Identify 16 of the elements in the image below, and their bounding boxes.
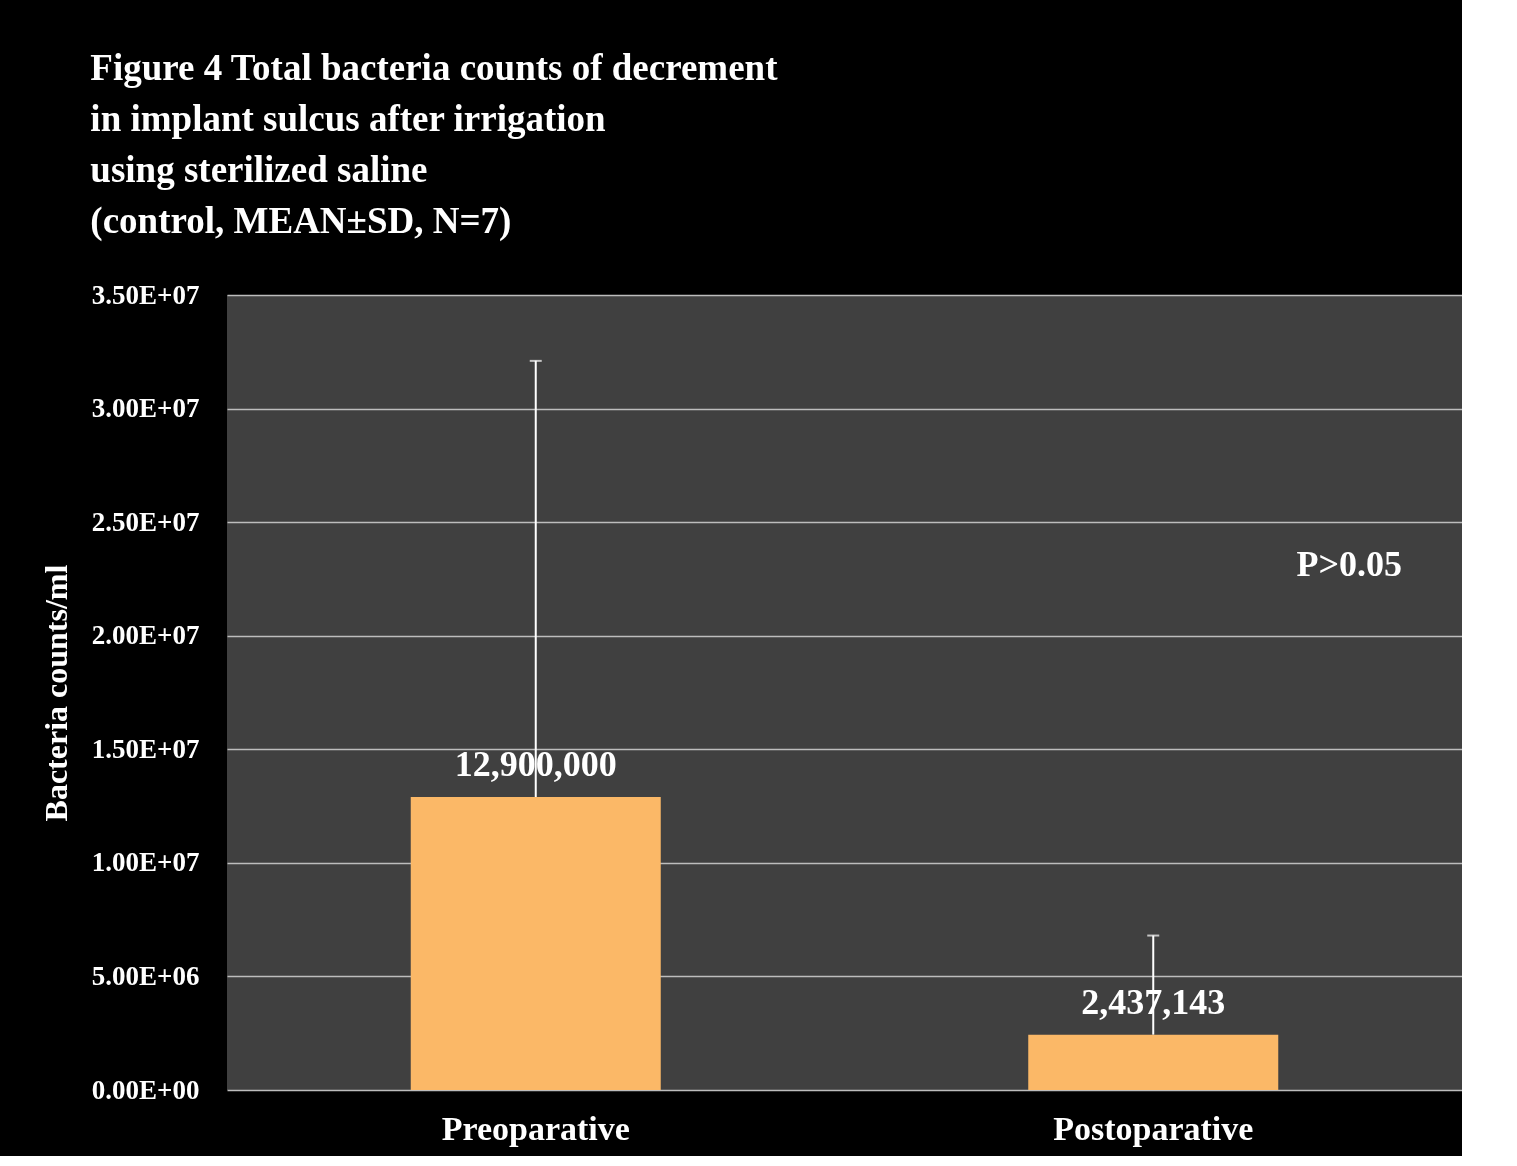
y-tick-label: 1.00E+07 bbox=[91, 847, 200, 878]
text: Figure 4 Total bacteria counts of decrement bbox=[90, 47, 778, 88]
x-tick-label: Postoparative bbox=[1053, 1109, 1254, 1147]
y-tick-label: 3.50E+07 bbox=[91, 279, 200, 310]
y-tick-label: 2.50E+07 bbox=[91, 506, 200, 537]
text: (control, MEAN±SD, N=7) bbox=[90, 200, 512, 241]
text: in implant sulcus after irrigation bbox=[90, 98, 606, 139]
y-tick-label: 5.00E+06 bbox=[91, 960, 200, 991]
annotation: P>0.05 bbox=[1296, 544, 1402, 584]
y-tick-label: 0.00E+00 bbox=[91, 1074, 200, 1105]
text: using sterilized saline bbox=[90, 149, 428, 190]
y-tick-label: 1.50E+07 bbox=[91, 733, 200, 764]
y-axis-title: Bacteria counts/ml bbox=[37, 564, 74, 822]
x-tick-label: Preoparative bbox=[441, 1109, 630, 1147]
y-tick-label: 3.00E+07 bbox=[91, 393, 200, 424]
y-tick-label: 2.00E+07 bbox=[91, 620, 200, 651]
